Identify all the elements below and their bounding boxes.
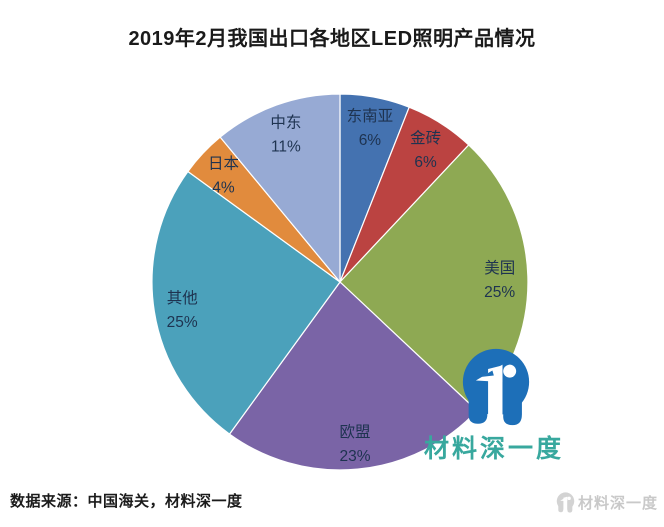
pie-slice-其他 <box>151 170 341 435</box>
chart-title: 2019年2月我国出口各地区LED照明产品情况 <box>128 28 536 50</box>
brand-watermark: 材料深一度 <box>424 347 594 465</box>
pie-slice-中东 <box>219 93 341 284</box>
corner-logo-icon <box>556 492 575 513</box>
corner-watermark: 材料深一度 <box>556 492 658 513</box>
pie-label-美国: 美国 25% <box>484 259 515 301</box>
pie-label-中东: 中东 11% <box>270 114 301 156</box>
brand-watermark-text: 材料深一度 <box>424 435 565 463</box>
pie-label-其他: 其他 25% <box>167 289 198 331</box>
pie-label-东南亚: 东南亚 6% <box>347 107 394 149</box>
data-source-note: 数据来源：中国海关，材料深一度 <box>10 493 243 510</box>
brand-logo-icon <box>462 348 530 427</box>
pie-slice-欧盟 <box>228 281 478 471</box>
pie-label-金砖: 金砖 6% <box>410 129 441 171</box>
pie-label-日本: 日本 4% <box>208 155 239 197</box>
corner-watermark-text: 材料深一度 <box>577 495 658 512</box>
pie-label-欧盟: 欧盟 23% <box>339 423 370 465</box>
